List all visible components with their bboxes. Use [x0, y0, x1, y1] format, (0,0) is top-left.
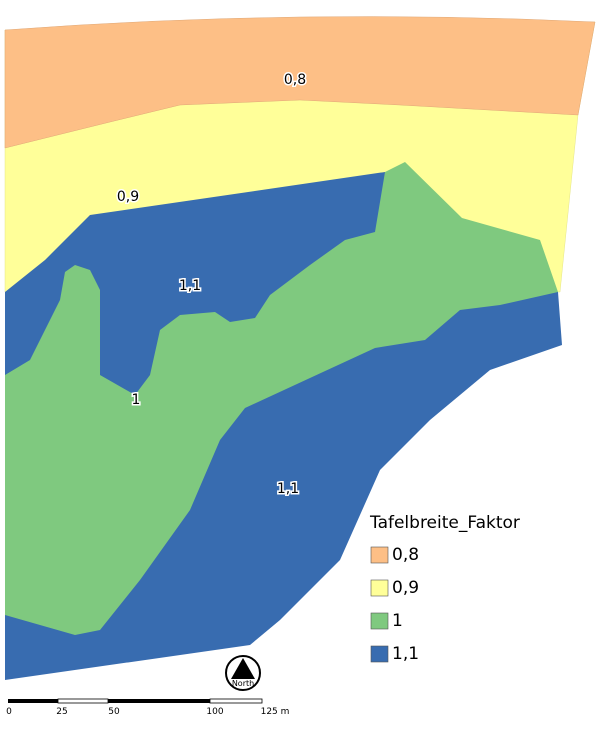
legend-swatch — [370, 546, 389, 564]
north-arrow: North — [225, 655, 261, 691]
legend-swatch — [370, 612, 389, 630]
zone-label: 0,9 — [117, 189, 139, 205]
scale-label: 125 m — [261, 707, 290, 717]
legend-label: 1,1 — [392, 644, 419, 664]
zone-label: 0,8 — [284, 72, 306, 88]
zone-label: 1,1 — [179, 278, 201, 294]
legend: Tafelbreite_Faktor 0,8 0,9 1 1,1 — [369, 513, 520, 664]
legend-label: 0,9 — [392, 578, 419, 598]
legend-title: Tafelbreite_Faktor — [369, 513, 520, 533]
scale-label: 0 — [6, 707, 12, 717]
scale-label: 50 — [108, 707, 120, 717]
legend-label: 0,8 — [392, 545, 419, 565]
zone-label: 1,1 — [277, 481, 299, 497]
scale-label: 25 — [56, 707, 67, 717]
north-label: North — [232, 679, 254, 688]
scale-bar: 0 25 50 100 125 m — [6, 698, 290, 717]
scale-label: 100 — [206, 707, 223, 717]
legend-swatch — [370, 645, 389, 663]
legend-label: 1 — [392, 611, 403, 631]
zone-0-8 — [4, 16, 596, 149]
zone-1 — [5, 162, 558, 635]
zone-label: 1 — [132, 392, 141, 408]
legend-swatch — [370, 579, 389, 597]
